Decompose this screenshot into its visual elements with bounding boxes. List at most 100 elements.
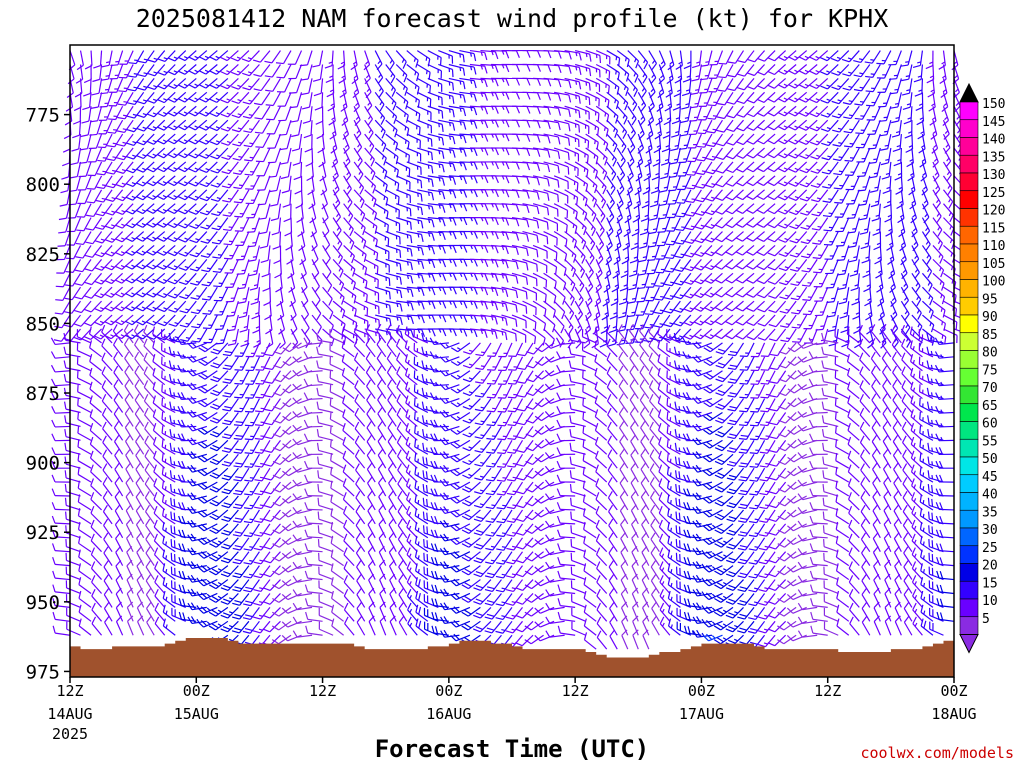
wind-barb [146, 217, 166, 228]
wind-barb [157, 314, 176, 327]
wind-barb [96, 175, 113, 190]
colorbar-label: 20 [982, 559, 998, 574]
wind-barb [126, 559, 134, 580]
wind-barb [103, 574, 113, 594]
wind-barb [667, 549, 681, 567]
wind-barb [136, 573, 145, 594]
wind-barb [187, 368, 208, 377]
wind-barb [272, 592, 292, 603]
wind-barb [778, 245, 797, 257]
wind-barb [209, 495, 229, 507]
wind-barb [198, 384, 218, 394]
wind-barb [835, 480, 850, 497]
wind-barb [231, 64, 250, 76]
wind-barb [125, 328, 145, 340]
wind-barb [116, 119, 134, 134]
wind-barb [254, 105, 271, 120]
wind-barb [800, 217, 818, 230]
wind-barb [281, 565, 302, 573]
wind-barb [200, 217, 218, 230]
wind-barb [199, 203, 218, 216]
wind-barb [833, 175, 850, 190]
wind-barb [145, 574, 155, 594]
wind-barb [462, 467, 481, 479]
wind-barb [232, 161, 250, 175]
wind-barb [511, 175, 530, 185]
wind-barb [93, 300, 113, 313]
wind-barb [135, 434, 145, 455]
wind-barb [822, 189, 839, 203]
wind-barb [474, 453, 492, 467]
wind-barb [212, 245, 229, 259]
wind-barb [821, 147, 839, 161]
wind-barb [459, 272, 478, 281]
wind-barb [943, 314, 958, 330]
wind-barb [135, 504, 145, 525]
wind-barb [533, 77, 552, 87]
wind-barb [254, 412, 271, 427]
wind-barb [244, 481, 260, 496]
wind-barb [667, 618, 681, 636]
wind-barb [73, 92, 82, 112]
wind-barb [124, 420, 134, 441]
wind-barb [253, 64, 271, 77]
wind-barb [232, 537, 250, 551]
wind-barb [213, 286, 229, 302]
wind-barb [583, 632, 597, 650]
wind-barb [533, 63, 552, 73]
wind-barb [76, 217, 92, 232]
wind-barb [485, 495, 502, 510]
wind-barb [153, 519, 166, 539]
wind-barb [110, 50, 124, 67]
wind-barb [233, 453, 250, 468]
wind-barb [145, 560, 155, 580]
wind-barb [666, 466, 681, 483]
wind-barb [214, 300, 229, 316]
wind-barb [187, 602, 207, 611]
wind-barb [714, 579, 734, 590]
wind-barb [480, 203, 499, 212]
wind-barb [786, 606, 807, 614]
wind-barb [231, 105, 250, 119]
wind-barb [406, 230, 424, 242]
wind-barb [935, 460, 955, 469]
wind-barb [154, 575, 166, 594]
wind-barb [469, 49, 488, 61]
wind-barb [532, 217, 549, 230]
wind-barb [522, 244, 539, 258]
wind-barb [799, 147, 818, 160]
wind-barb [438, 119, 456, 131]
wind-barb [462, 453, 481, 466]
wind-barb [252, 315, 261, 334]
wind-barb [473, 565, 492, 578]
colorbar-swatch [959, 438, 979, 458]
x-tick-time: 00Z [940, 682, 967, 700]
wind-barb [757, 300, 776, 313]
wind-barb [177, 460, 197, 469]
wind-barb [474, 426, 492, 440]
wind-barb [524, 579, 544, 590]
wind-barb [768, 314, 787, 328]
wind-barb [869, 161, 881, 179]
wind-barb [522, 63, 542, 72]
wind-barb [270, 189, 282, 207]
wind-barb [100, 64, 113, 81]
wind-barb [364, 244, 379, 261]
wind-barb [396, 300, 414, 311]
wind-barb [496, 551, 513, 565]
wind-barb [201, 286, 218, 301]
wind-barb [125, 300, 145, 312]
wind-barb [473, 509, 492, 522]
wind-barb [582, 425, 597, 441]
wind-barb [179, 314, 197, 328]
wind-barb [935, 447, 955, 456]
wind-barb [564, 91, 581, 104]
wind-barb [51, 460, 71, 469]
wind-barb [76, 370, 92, 386]
wind-barb [187, 547, 207, 556]
wind-barb [146, 272, 166, 284]
wind-barb [88, 326, 102, 344]
wind-barb [77, 453, 92, 469]
wind-barb [143, 366, 155, 386]
wind-barb [511, 105, 531, 114]
